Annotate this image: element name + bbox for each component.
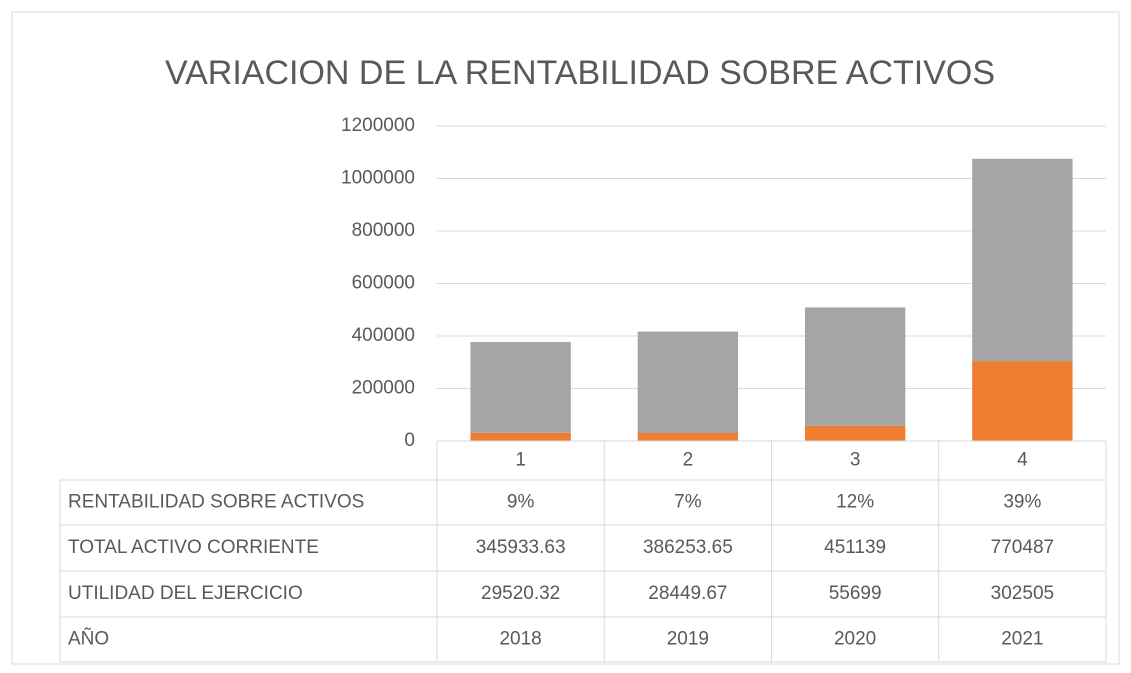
table-cell: 39% xyxy=(1003,492,1041,513)
y-tick-label: 600000 xyxy=(352,273,415,294)
table-row-label: UTILIDAD DEL EJERCICIO xyxy=(68,583,303,604)
bar-segment xyxy=(805,307,905,425)
table-cell: 28449.67 xyxy=(648,583,727,604)
table-row-label: RENTABILIDAD SOBRE ACTIVOS xyxy=(68,492,364,513)
y-tick-label: 800000 xyxy=(352,220,415,241)
x-tick-label: 2 xyxy=(683,450,694,471)
bar-segment xyxy=(638,433,738,440)
table-cell: 302505 xyxy=(991,583,1054,604)
x-tick-label: 1 xyxy=(515,450,526,471)
y-tick-label: 1000000 xyxy=(341,168,415,189)
table-row-label: TOTAL ACTIVO CORRIENTE xyxy=(68,537,319,558)
table-row-label: AÑO xyxy=(68,628,109,650)
table-cell: 29520.32 xyxy=(481,583,560,604)
bar-segment xyxy=(470,342,570,433)
table-cell: 12% xyxy=(836,492,874,513)
y-tick-label: 400000 xyxy=(352,325,415,346)
table-cell: 9% xyxy=(507,492,535,513)
table-cell: 345933.63 xyxy=(476,537,566,558)
table-cell: 7% xyxy=(674,492,702,513)
chart-frame xyxy=(12,12,1119,664)
y-tick-label: 1200000 xyxy=(341,115,415,136)
chart-title: VARIACION DE LA RENTABILIDAD SOBRE ACTIV… xyxy=(165,54,995,92)
table-cell: 386253.65 xyxy=(643,537,733,558)
bar-segment xyxy=(972,159,1072,361)
bar-segment xyxy=(470,433,570,441)
x-tick-label: 4 xyxy=(1017,450,1028,471)
table-cell: 770487 xyxy=(991,537,1054,558)
table-cell: 451139 xyxy=(824,537,886,558)
bar-segment xyxy=(638,332,738,433)
table-cell: 2018 xyxy=(499,629,541,650)
y-tick-label: 0 xyxy=(404,430,415,451)
table-cell: 2020 xyxy=(834,629,876,650)
y-tick-label: 200000 xyxy=(352,378,415,399)
x-tick-label: 3 xyxy=(850,450,861,471)
table-cell: 2019 xyxy=(667,629,709,650)
table-cell: 2021 xyxy=(1001,629,1043,650)
bar-segment xyxy=(972,361,1072,440)
table-cell: 55699 xyxy=(829,583,882,604)
bar-segment xyxy=(805,426,905,441)
